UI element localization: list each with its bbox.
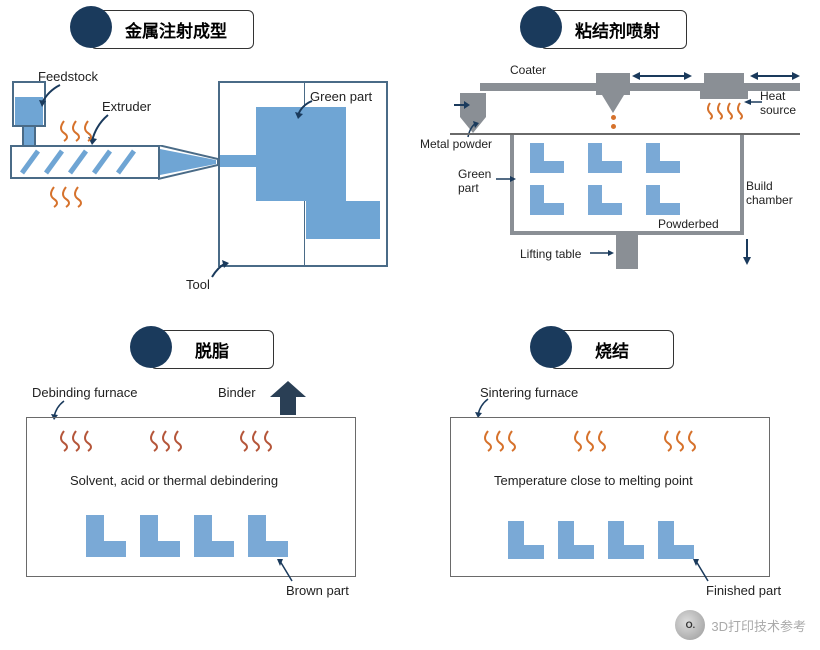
header-bj: 粘结剂喷射	[540, 10, 820, 49]
arrow-green-part	[294, 99, 316, 121]
arrow-tool	[208, 259, 230, 281]
binder-arrow-icon	[268, 379, 308, 419]
debind-diagram: Debinding furnace Binder Solvent, acid o…	[20, 379, 390, 609]
green-part-l	[530, 185, 566, 215]
green-part-l	[646, 185, 682, 215]
header-debind: 脱脂	[150, 330, 410, 369]
bj-diagram: Coater Heat source Metal powder	[420, 59, 820, 309]
sinter-diagram: Sintering furnace Temperature close to m…	[430, 379, 800, 609]
finished-part-l	[608, 521, 646, 559]
finished-part-l	[508, 521, 546, 559]
label-debind-process: Solvent, acid or thermal debindering	[70, 473, 278, 488]
mim-diagram: Feedstock Extruder	[10, 59, 410, 309]
arrow-metal-powder	[464, 121, 480, 139]
label-extruder: Extruder	[102, 99, 151, 114]
arrow-brown-part	[276, 559, 296, 585]
finished-part-l	[658, 521, 696, 559]
arrow-furnace	[474, 397, 492, 419]
binder-head-body	[596, 73, 630, 95]
label-debind-furnace: Debinding furnace	[32, 385, 138, 400]
brown-part-l	[140, 515, 182, 557]
heat-debind	[60, 429, 320, 453]
finished-part-l	[558, 521, 596, 559]
extruder-stripes	[16, 149, 156, 175]
header-sinter: 烧结	[550, 330, 820, 369]
label-green-part-bj: Green part	[458, 167, 491, 195]
arrow-gantry-right	[750, 69, 800, 83]
green-part-l	[646, 143, 682, 173]
watermark-text: 3D打印技术参考	[711, 616, 806, 635]
arrow-heat-source	[744, 95, 764, 109]
heat-source-waves	[706, 101, 746, 121]
feedstock-neck	[22, 127, 36, 147]
arrow-finished-part	[692, 559, 712, 585]
label-tool: Tool	[186, 277, 210, 292]
header-circle	[130, 326, 172, 368]
header-mim: 金属注射成型	[90, 10, 410, 49]
header-label: 金属注射成型	[90, 10, 254, 49]
watermark: O. 3D打印技术参考	[675, 610, 806, 640]
watermark-icon: O.	[675, 610, 705, 640]
header-label: 粘结剂喷射	[540, 10, 687, 49]
panel-sinter: 烧结 Sintering furnace Temperature close t…	[430, 330, 820, 630]
label-heat-source: Heat source	[760, 89, 796, 117]
brown-part-l	[86, 515, 128, 557]
label-feedstock: Feedstock	[38, 69, 98, 84]
arrow-lifting-table	[588, 247, 616, 259]
extruder-nozzle	[158, 145, 220, 181]
binder-head-nozzle	[602, 95, 624, 115]
header-circle	[520, 6, 562, 48]
arrow-powder	[450, 99, 470, 111]
binder-drop	[611, 115, 616, 120]
label-sinter-furnace: Sintering furnace	[480, 385, 578, 400]
green-part-l	[588, 185, 624, 215]
label-metal-powder: Metal powder	[420, 137, 492, 151]
label-brown-part: Brown part	[286, 583, 349, 598]
arrow-down	[740, 237, 754, 267]
label-coater: Coater	[510, 63, 546, 77]
label-green-part: Green part	[310, 89, 372, 104]
brown-part-l	[248, 515, 290, 557]
panel-debind: 脱脂 Debinding furnace Binder Solvent, aci…	[20, 330, 410, 630]
green-part-l	[588, 143, 624, 173]
label-build-chamber: Build chamber	[746, 179, 820, 207]
header-circle	[530, 326, 572, 368]
panel-mim: 金属注射成型 Feedstock Extruder	[10, 10, 410, 320]
heat-head-base	[700, 91, 748, 99]
header-circle	[70, 6, 112, 48]
arrow-feedstock	[36, 83, 64, 111]
gantry-rail	[480, 83, 800, 91]
label-sinter-process: Temperature close to melting point	[494, 473, 693, 488]
heat-head-body	[704, 73, 744, 91]
brown-part-l	[194, 515, 236, 557]
label-binder: Binder	[218, 385, 256, 400]
heat-above-barrel	[60, 119, 100, 143]
label-powderbed: Powderbed	[658, 217, 719, 231]
heat-sinter	[484, 429, 734, 453]
label-finished-part: Finished part	[706, 583, 781, 598]
arrow-gantry-left	[632, 69, 692, 83]
heat-below-barrel	[50, 185, 90, 209]
binder-drop	[611, 124, 616, 129]
panel-binderjet: 粘结剂喷射 Coater Heat source Metal powder	[420, 10, 820, 320]
green-part-l	[530, 143, 566, 173]
green-part-shape	[220, 107, 386, 243]
label-lifting-table: Lifting table	[520, 247, 581, 261]
arrow-green-part-bj	[494, 173, 518, 185]
lifting-table-stem	[616, 235, 638, 269]
